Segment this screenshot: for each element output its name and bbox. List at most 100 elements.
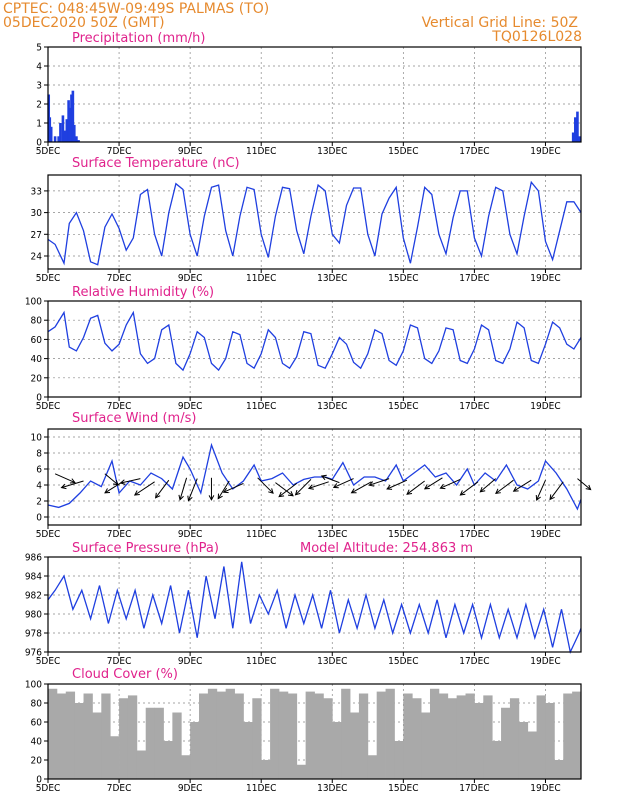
wind-arrow	[257, 477, 274, 494]
x-tick-label: 19DEC	[530, 273, 560, 284]
wind-arrow	[104, 481, 123, 494]
x-tick-label: 17DEC	[459, 146, 489, 157]
x-tick-label: 17DEC	[459, 529, 489, 540]
x-tick-label: 5DEC	[36, 146, 61, 157]
y-tick-label: 0	[36, 393, 42, 404]
precip-bar	[576, 111, 579, 142]
wind-arrow	[577, 478, 592, 491]
y-tick-label: 30	[31, 208, 43, 219]
y-tick-label: 40	[31, 737, 43, 748]
precip-bar	[577, 136, 581, 142]
y-tick-label: 24	[31, 251, 43, 262]
cloud-bar	[234, 693, 244, 779]
wind-arrow	[350, 481, 372, 494]
cloud-bar	[199, 693, 209, 779]
x-tick-label: 19DEC	[530, 146, 560, 157]
cloud-bar	[270, 688, 280, 779]
x-tick-label: 11DEC	[246, 401, 276, 412]
cloud-bar	[172, 712, 182, 779]
y-tick-label: 6	[36, 465, 42, 476]
header-location: CPTEC: 048:45W-09:49S PALMAS (TO)	[3, 1, 269, 17]
cloud-bar	[48, 688, 58, 779]
cloud-bar	[350, 712, 360, 779]
wind-arrow	[208, 477, 215, 501]
y-tick-label: 3	[36, 81, 42, 92]
cloud-bar	[65, 691, 76, 779]
wind-arrow	[495, 479, 514, 495]
cloud-bar	[536, 695, 546, 779]
y-tick-label: 2	[36, 100, 42, 111]
y-tick-label: 980	[25, 610, 42, 621]
plot-frame	[47, 556, 582, 653]
cloud-bar	[154, 707, 164, 779]
wind-arrow	[386, 479, 408, 490]
precip-bar	[63, 130, 67, 142]
x-tick-label: 13DEC	[317, 529, 347, 540]
x-tick-label: 13DEC	[317, 273, 347, 284]
cloud-bar	[278, 691, 289, 779]
panel-title: Cloud Cover (%)	[72, 667, 178, 682]
cloud-bar	[207, 688, 218, 779]
precip-bar	[77, 140, 80, 142]
x-tick-label: 15DEC	[388, 146, 418, 157]
cloud-bar	[429, 688, 440, 779]
panel-5: 976 978 980 982 984 986 5DEC 7DEC 9DEC 11DEC 13DEC…	[25, 541, 582, 667]
cloud-bar	[56, 693, 67, 779]
x-tick-label: 9DEC	[178, 529, 203, 540]
x-tick-label: 15DEC	[388, 656, 418, 667]
x-tick-label: 5DEC	[36, 273, 61, 284]
x-tick-label: 15DEC	[388, 401, 418, 412]
cloud-bar	[314, 693, 324, 779]
wind-arrow	[332, 478, 354, 489]
y-tick-label: 80	[31, 699, 43, 710]
series-line	[47, 561, 582, 655]
cloud-bar	[456, 695, 466, 779]
x-tick-label: 5DEC	[36, 401, 61, 412]
y-tick-label: 80	[31, 316, 43, 327]
y-tick-label: 20	[31, 756, 43, 767]
y-tick-label: 100	[25, 297, 42, 308]
plot-frame	[47, 174, 582, 270]
cloud-bar	[438, 693, 449, 779]
precip-bar	[72, 124, 76, 142]
wind-arrow	[368, 478, 390, 487]
x-tick-label: 17DEC	[459, 273, 489, 284]
wind-arrow	[423, 477, 443, 490]
y-tick-label: 40	[31, 354, 43, 365]
x-tick-label: 19DEC	[530, 783, 560, 794]
plot-frame	[47, 300, 582, 398]
wind-arrow	[479, 478, 497, 493]
x-tick-label: 13DEC	[317, 783, 347, 794]
wind-arrow	[406, 480, 425, 495]
x-tick-label: 11DEC	[246, 273, 276, 284]
cloud-bar	[465, 693, 475, 779]
cloud-bar	[509, 698, 520, 779]
cloud-bar	[492, 741, 502, 779]
series-line	[47, 310, 582, 372]
y-tick-label: 978	[25, 629, 42, 640]
x-tick-label: 17DEC	[459, 401, 489, 412]
x-tick-label: 17DEC	[459, 783, 489, 794]
x-tick-label: 13DEC	[317, 401, 347, 412]
cloud-bar	[225, 688, 235, 779]
cloud-bar	[483, 695, 493, 779]
wind-arrow	[54, 473, 76, 484]
precip-bar	[61, 115, 65, 142]
x-tick-label: 7DEC	[107, 783, 132, 794]
y-tick-label: 5	[36, 43, 42, 54]
cloud-bar	[332, 722, 342, 779]
wind-arrow	[60, 480, 84, 490]
cloud-bar	[190, 722, 200, 779]
x-tick-label: 7DEC	[107, 273, 132, 284]
cloud-bar	[252, 698, 262, 779]
cloud-bar	[110, 736, 120, 779]
x-tick-label: 7DEC	[107, 529, 132, 540]
cloud-bar	[394, 741, 404, 779]
cloud-bar	[74, 703, 84, 779]
precip-bar	[70, 94, 73, 142]
header-date: 05DEC2020 50Z (GMT)	[3, 15, 165, 31]
y-tick-label: 10	[31, 433, 43, 444]
y-tick-label: 27	[31, 230, 42, 241]
cloud-bar	[572, 691, 582, 779]
cloud-bar	[518, 722, 529, 779]
